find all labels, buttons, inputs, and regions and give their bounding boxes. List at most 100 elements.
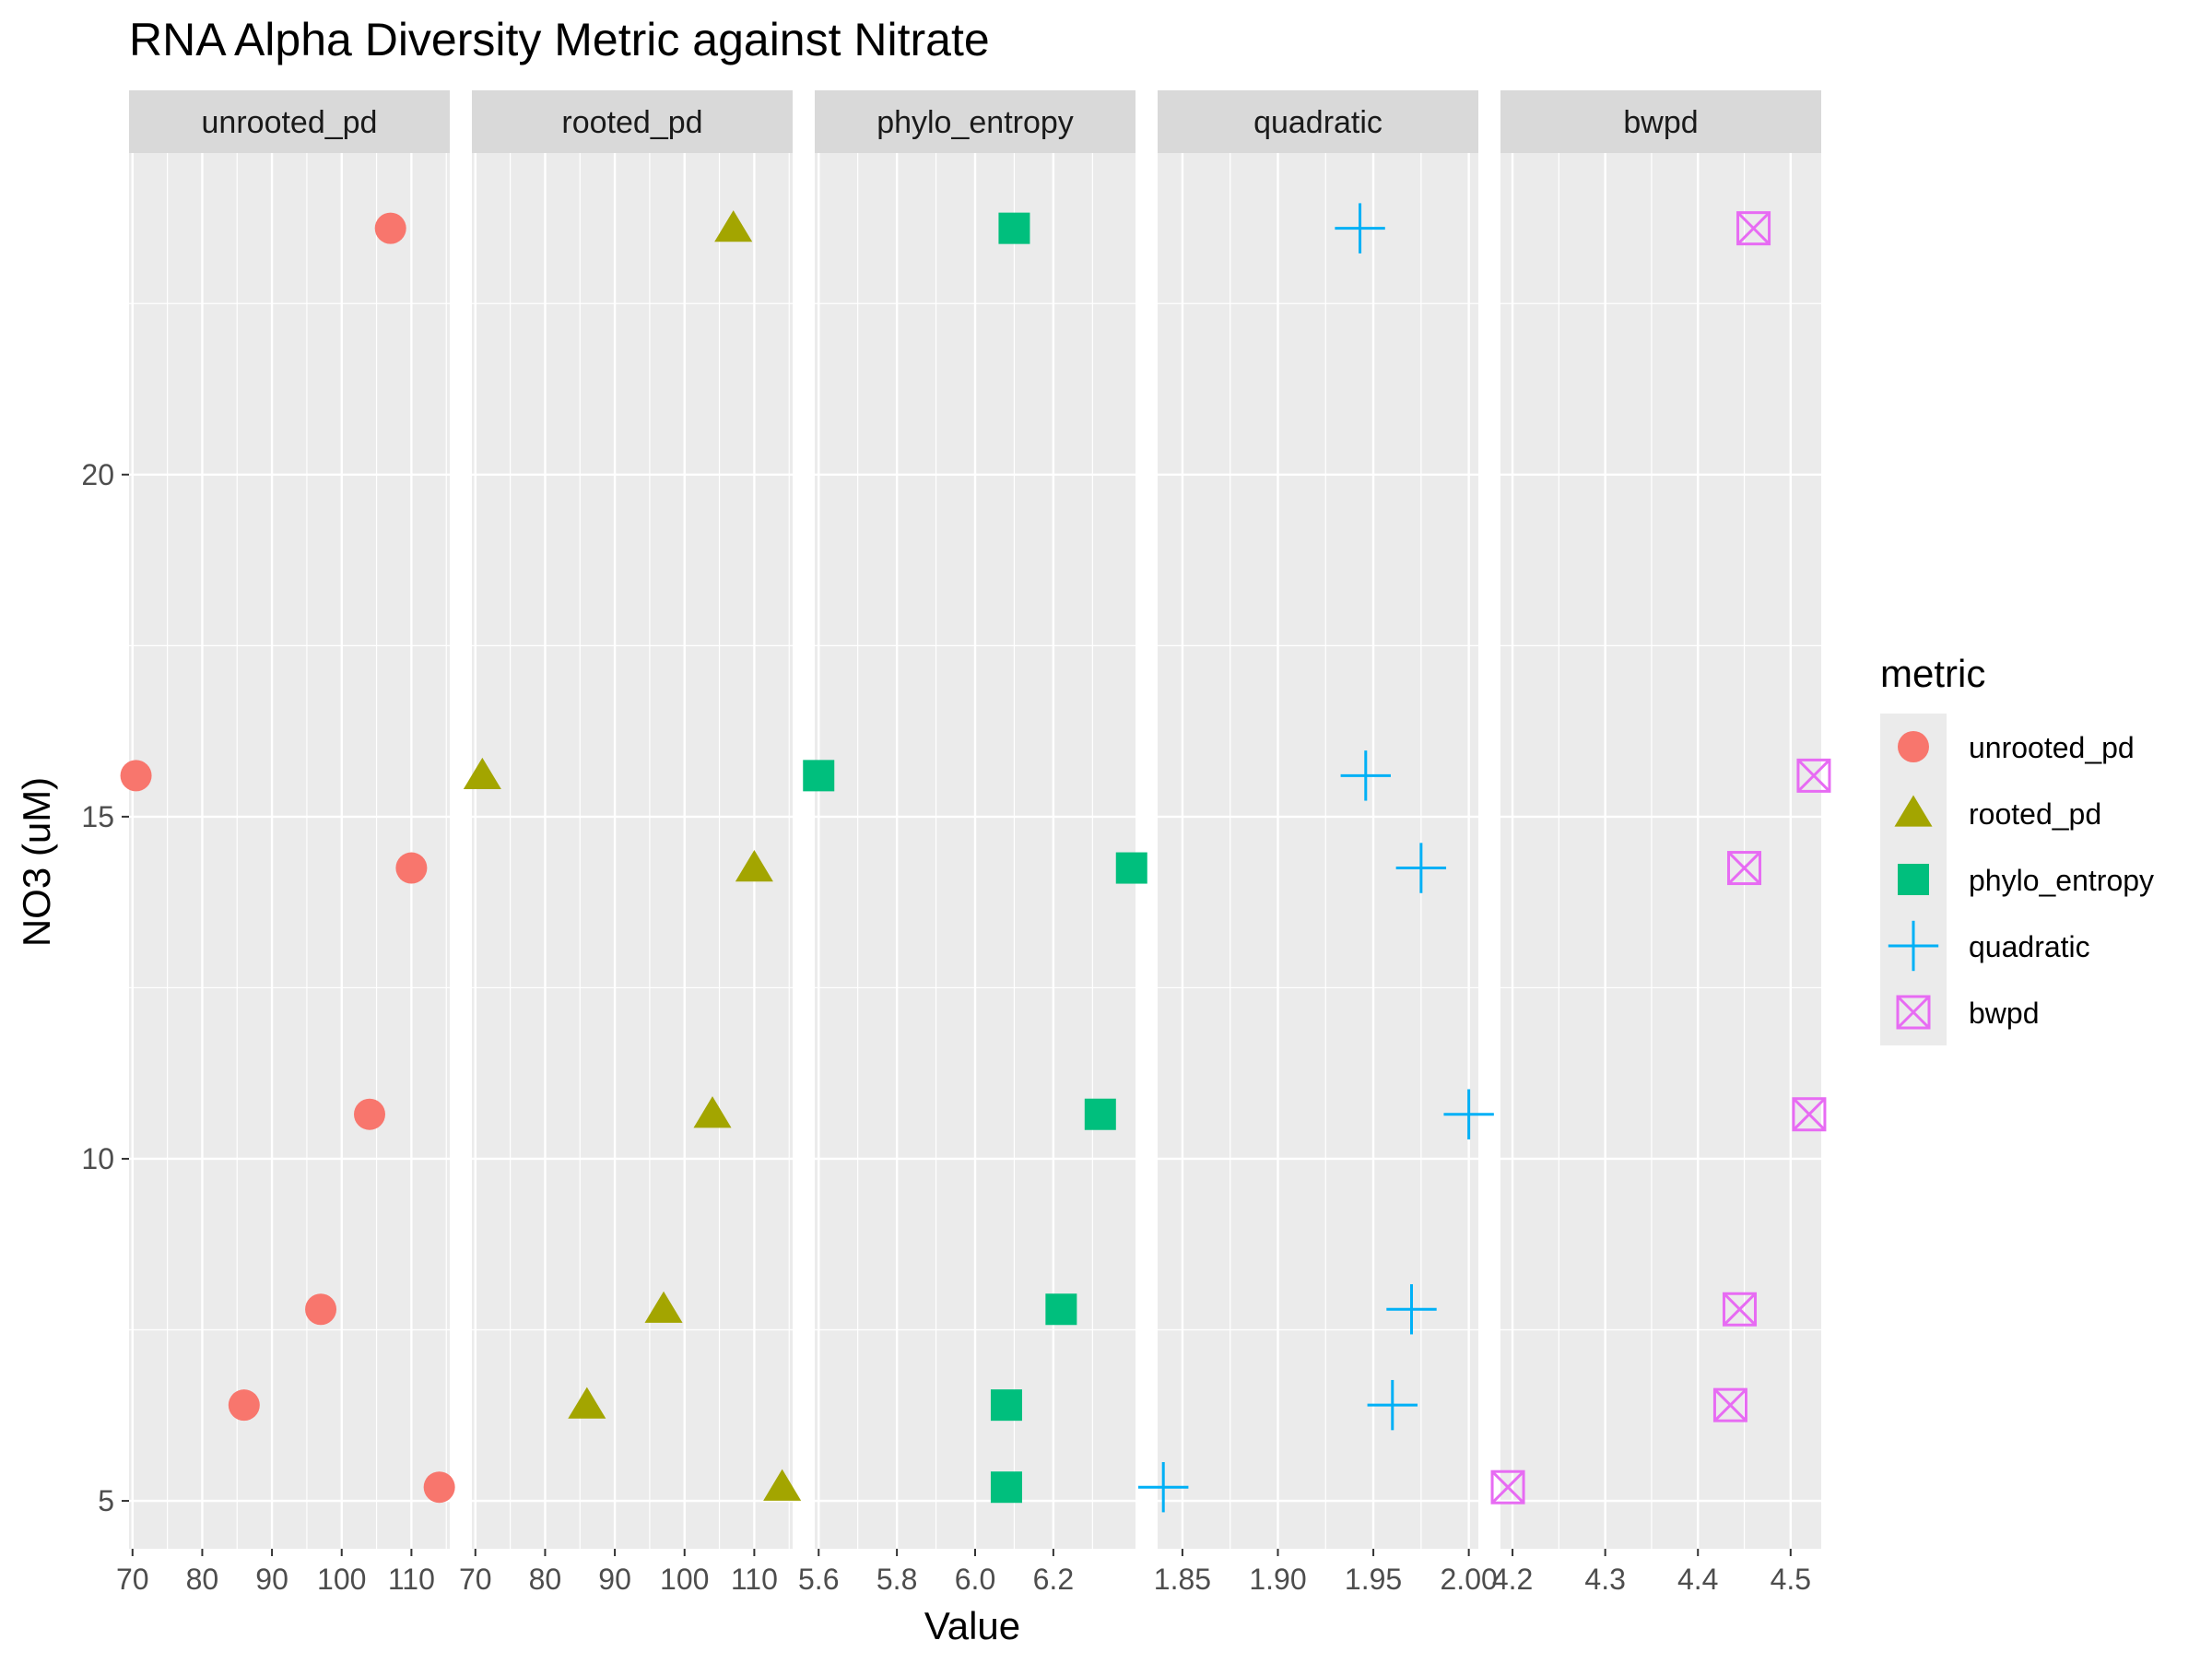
- data-point: [354, 1098, 385, 1130]
- data-point-box: [1722, 1292, 1757, 1327]
- x-tick-label: 4.4: [1677, 1563, 1718, 1596]
- legend-label: rooted_pd: [1969, 797, 2101, 831]
- y-tick-label: 5: [98, 1484, 114, 1517]
- data-point-triangle: [714, 210, 753, 242]
- data-point-square: [803, 760, 835, 792]
- legend: metric unrooted_pd rooted_pd phylo_entropy…: [1880, 652, 2154, 1045]
- legend-label: bwpd: [1969, 997, 2040, 1030]
- data-point: [1722, 1292, 1757, 1327]
- data-point-triangle: [735, 850, 773, 882]
- legend-item-phylo_entropy: phylo_entropy: [1880, 846, 2154, 913]
- data-point-circle: [120, 760, 152, 792]
- data-point: [423, 1471, 455, 1504]
- data-point: [1395, 843, 1447, 893]
- x-tick-label: 80: [186, 1563, 219, 1596]
- data-point-triangle: [763, 1469, 802, 1501]
- data-point: [644, 1291, 683, 1323]
- data-point-diag2: [1792, 1097, 1826, 1131]
- legend-key-symbol: [1898, 864, 1929, 895]
- legend-item-quadratic: quadratic: [1880, 913, 2090, 979]
- facet-strip: [129, 90, 450, 153]
- x-tick-label: 1.85: [1154, 1563, 1211, 1596]
- legend-key-symbol-triangle: [1894, 795, 1933, 827]
- data-point: [395, 852, 428, 884]
- data-point-diag2: [1713, 1388, 1747, 1422]
- x-tick-label: 110: [731, 1563, 778, 1596]
- legend-key-symbol-diag2: [1896, 995, 1931, 1030]
- legend-item-unrooted_pd: unrooted_pd: [1880, 714, 2135, 780]
- data-point: [228, 1389, 260, 1422]
- legend-label: phylo_entropy: [1969, 864, 2154, 897]
- x-tick-label: 1.95: [1345, 1563, 1402, 1596]
- data-point-circle: [395, 852, 428, 884]
- y-tick-label: 10: [81, 1142, 114, 1175]
- data-point-square: [1115, 852, 1147, 884]
- data-point-square: [1045, 1293, 1077, 1326]
- data-point: [1490, 1469, 1525, 1505]
- data-point-box: [1727, 851, 1762, 886]
- facet-strip: [1158, 90, 1478, 153]
- data-point: [1796, 758, 1831, 793]
- x-tick-label: 6.2: [1033, 1563, 1074, 1596]
- facet-points: [463, 210, 802, 1501]
- facet-panel-unrooted_pd: unrooted_pd 70 80 90 100 110: [116, 90, 455, 1596]
- data-point: [1045, 1293, 1077, 1326]
- data-point-diag2: [1736, 211, 1771, 245]
- legend-key-symbol: [1896, 995, 1931, 1030]
- data-point: [735, 850, 773, 882]
- legend-key-symbol-square: [1898, 864, 1929, 895]
- data-point: [1084, 1098, 1116, 1130]
- data-point: [463, 757, 501, 790]
- facet-points: [120, 212, 455, 1504]
- facet-panel-background: [472, 153, 793, 1549]
- x-tick-label: 4.5: [1771, 1563, 1811, 1596]
- data-point-circle: [354, 1098, 385, 1130]
- data-point-circle: [228, 1389, 260, 1422]
- x-tick-label: 5.8: [877, 1563, 917, 1596]
- legend-key-symbol: [1888, 920, 1939, 972]
- data-point-square: [998, 212, 1030, 244]
- facet-panel-rooted_pd: rooted_pd 70 80 90 100 110: [459, 90, 802, 1596]
- x-axis-label: Value: [924, 1604, 1020, 1647]
- x-tick-label: 6.0: [955, 1563, 995, 1596]
- chart-title: RNA Alpha Diversity Metric against Nitra…: [129, 14, 990, 65]
- x-tick-label: 110: [388, 1563, 435, 1596]
- facet-panel-background: [1158, 153, 1478, 1549]
- legend-item-bwpd: bwpd: [1880, 979, 2040, 1045]
- facet-points: [803, 212, 1147, 1504]
- data-point-box: [1792, 1097, 1827, 1132]
- legend-key-symbol-box: [1896, 995, 1931, 1030]
- legend-key-symbol: [1894, 795, 1933, 827]
- data-point-triangle: [463, 757, 501, 790]
- legend-label: unrooted_pd: [1969, 731, 2135, 764]
- legend-item-rooted_pd: rooted_pd: [1880, 780, 2101, 846]
- x-tick-label: 70: [116, 1563, 149, 1596]
- data-point-box: [1796, 758, 1831, 793]
- data-point: [568, 1387, 606, 1419]
- data-point: [1340, 750, 1391, 801]
- data-point: [998, 212, 1030, 244]
- data-point: [1367, 1379, 1418, 1431]
- x-tick-label: 90: [255, 1563, 288, 1596]
- data-point: [1792, 1097, 1827, 1132]
- data-point-box: [1712, 1387, 1747, 1422]
- data-point-box: [1736, 211, 1771, 246]
- y-tick-label: 15: [81, 800, 114, 833]
- data-point: [803, 760, 835, 792]
- facet-panel-quadratic: quadratic 1.85 1.90 1.95 2.00: [1138, 90, 1498, 1596]
- legend-key-symbol-circle: [1898, 731, 1929, 762]
- facet-strip-label: quadratic: [1253, 105, 1382, 140]
- data-point-circle: [374, 212, 406, 244]
- data-point-diag2: [1796, 759, 1831, 793]
- facet-strip: [472, 90, 793, 153]
- legend-label: quadratic: [1969, 930, 2090, 963]
- facet-panel-background: [129, 153, 450, 1549]
- facet-strip: [1500, 90, 1821, 153]
- data-point: [1335, 203, 1385, 254]
- data-point: [693, 1096, 732, 1128]
- data-point-triangle: [644, 1291, 683, 1323]
- data-point: [1736, 211, 1771, 246]
- x-tick-label: 4.2: [1492, 1563, 1533, 1596]
- data-point-circle: [305, 1293, 337, 1326]
